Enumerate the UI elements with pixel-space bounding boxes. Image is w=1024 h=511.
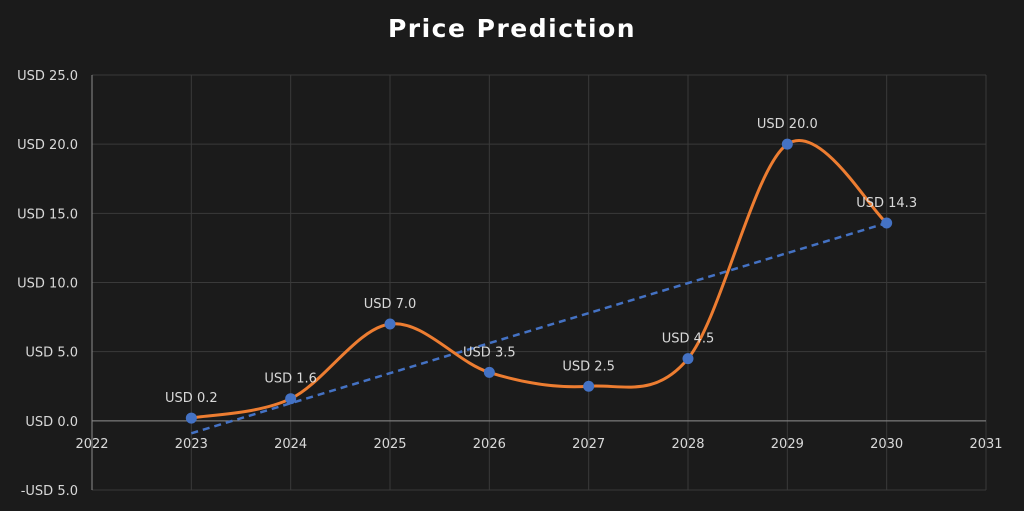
y-tick-label: USD 25.0	[17, 69, 78, 84]
data-point	[583, 380, 595, 392]
y-tick-label: USD 5.0	[25, 346, 78, 361]
data-point	[285, 393, 297, 405]
x-tick-label: 2030	[870, 437, 903, 452]
x-tick-label: 2029	[771, 437, 804, 452]
trendline	[190, 221, 888, 435]
y-tick-label: -USD 5.0	[21, 484, 78, 499]
x-tick-label: 2022	[75, 437, 108, 452]
data-label: USD 2.5	[562, 359, 615, 374]
tick-labels: -USD 5.0 USD 0.0 USD 5.0 USD 10.0 USD 15.0 US…	[17, 69, 1002, 499]
data-point	[384, 318, 396, 330]
price-series-line	[191, 139, 888, 420]
data-label: USD 0.2	[165, 391, 218, 406]
y-tick-label: USD 20.0	[17, 138, 78, 153]
x-tick-label: 2025	[373, 437, 406, 452]
y-tick-label: USD 15.0	[17, 207, 78, 222]
y-tick-label: USD 10.0	[17, 277, 78, 292]
x-tick-label: 2023	[175, 437, 208, 452]
x-tick-label: 2027	[572, 437, 605, 452]
data-label: USD 4.5	[662, 332, 715, 347]
data-point	[881, 217, 893, 229]
grid-lines	[91, 74, 987, 491]
x-tick-label: 2031	[969, 437, 1002, 452]
axes	[91, 75, 986, 490]
data-point	[781, 138, 793, 150]
x-tick-label: 2026	[473, 437, 506, 452]
data-labels: USD 0.2 USD 1.6 USD 7.0 USD 3.5 USD 2.5 USD 4…	[165, 117, 917, 406]
x-tick-label: 2028	[671, 437, 704, 452]
x-tick-label: 2024	[274, 437, 307, 452]
data-label: USD 7.0	[364, 297, 417, 312]
y-tick-label: USD 0.0	[25, 415, 78, 430]
data-point	[682, 353, 694, 365]
data-point	[483, 366, 495, 378]
linear-trendline	[190, 221, 888, 435]
data-label: USD 1.6	[264, 372, 317, 387]
data-label: USD 20.0	[757, 117, 818, 132]
series	[185, 138, 893, 424]
data-label: USD 3.5	[463, 345, 516, 360]
data-label: USD 14.3	[856, 196, 917, 211]
chart-title: Price Prediction	[387, 14, 637, 43]
data-point	[185, 412, 197, 424]
